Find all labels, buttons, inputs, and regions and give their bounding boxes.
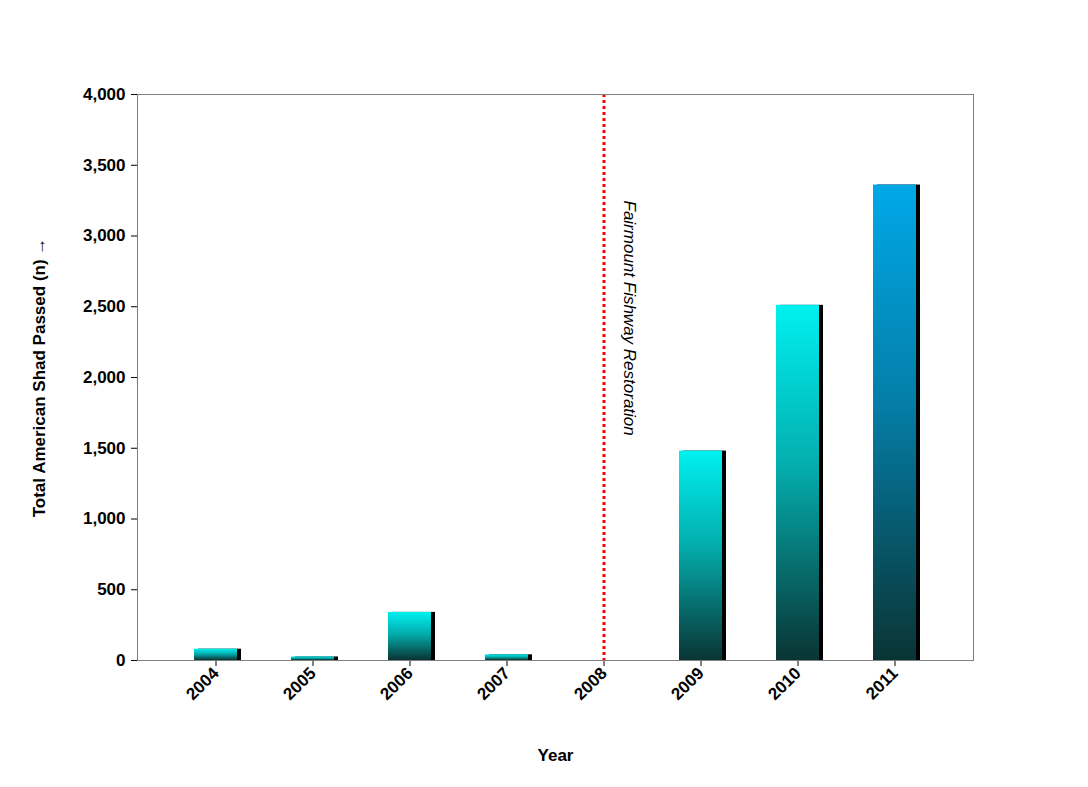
svg-text:1,000: 1,000 [83, 509, 126, 528]
svg-text:2009: 2009 [667, 664, 707, 704]
svg-text:2,500: 2,500 [83, 297, 126, 316]
svg-text:Total American Shad Passed (n): Total American Shad Passed (n) → [30, 238, 49, 518]
svg-text:2006: 2006 [376, 664, 416, 704]
svg-text:Fairmount Fishway Restoration: Fairmount Fishway Restoration [620, 201, 639, 436]
svg-text:1,500: 1,500 [83, 439, 126, 458]
svg-text:3,500: 3,500 [83, 156, 126, 175]
svg-text:2005: 2005 [279, 664, 319, 704]
svg-text:2004: 2004 [182, 663, 223, 704]
svg-text:0: 0 [116, 651, 125, 670]
svg-text:Year: Year [538, 746, 574, 765]
svg-text:4,000: 4,000 [83, 85, 126, 104]
svg-text:2008: 2008 [570, 664, 610, 704]
svg-text:2010: 2010 [764, 664, 804, 704]
svg-text:500: 500 [97, 580, 125, 599]
svg-text:2007: 2007 [473, 664, 513, 704]
svg-text:2,000: 2,000 [83, 368, 126, 387]
svg-text:3,000: 3,000 [83, 226, 126, 245]
svg-text:2011: 2011 [862, 664, 902, 704]
